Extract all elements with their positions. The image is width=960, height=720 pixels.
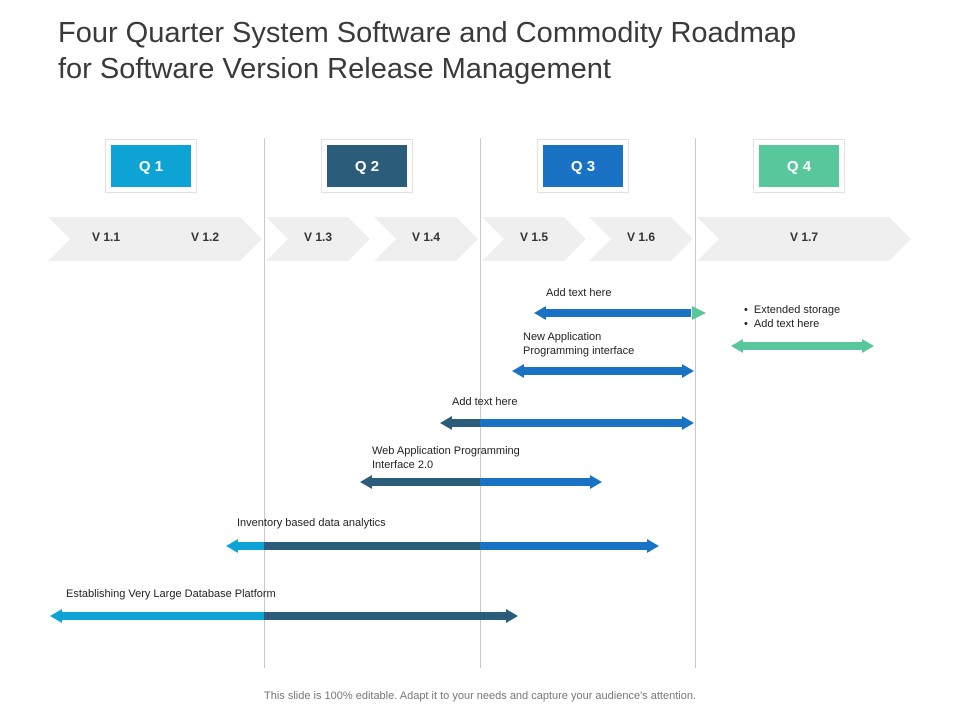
task-arrow xyxy=(360,475,602,489)
task-label: Inventory based data analytics xyxy=(237,517,386,529)
version-label-v1-5: V 1.5 xyxy=(519,230,549,244)
q4-note-item: Extended storage xyxy=(744,303,840,317)
version-label-v1-1: V 1.1 xyxy=(91,230,121,244)
task-label-line: Web Application Programming xyxy=(372,445,520,457)
task-arrow xyxy=(440,416,694,430)
task-label: Establishing Very Large Database Platfor… xyxy=(66,588,276,600)
footer-note: This slide is 100% editable. Adapt it to… xyxy=(264,690,696,702)
task-label: Add text here xyxy=(452,396,518,408)
quarter-header-q3: Q 3 xyxy=(537,139,629,193)
quarter-label: Q 1 xyxy=(111,145,191,187)
quarter-header-q2: Q 2 xyxy=(321,139,413,193)
version-chevron xyxy=(374,217,478,261)
version-label-v1-2: V 1.2 xyxy=(190,230,220,244)
version-label-v1-6: V 1.6 xyxy=(626,230,656,244)
q4-note-item: Add text here xyxy=(744,317,840,331)
version-chevron xyxy=(266,217,370,261)
version-chevron xyxy=(48,217,262,261)
quarter-divider xyxy=(480,138,481,668)
task-arrow xyxy=(50,609,518,623)
quarter-header-q4: Q 4 xyxy=(753,139,845,193)
quarter-label: Q 2 xyxy=(327,145,407,187)
task-arrow xyxy=(534,306,706,320)
task-label: New Application Programming interface xyxy=(523,330,634,358)
version-label-v1-3: V 1.3 xyxy=(303,230,333,244)
title-line-1: Four Quarter System Software and Commodi… xyxy=(58,17,797,49)
task-label: Add text here xyxy=(546,287,612,299)
task-label-line: New Application xyxy=(523,331,602,343)
quarter-header-q1: Q 1 xyxy=(105,139,197,193)
quarter-divider xyxy=(695,138,696,668)
version-chevron xyxy=(589,217,693,261)
task-label-line: Programming interface xyxy=(523,345,635,357)
version-chevron xyxy=(697,217,911,261)
task-arrow xyxy=(731,339,874,353)
q4-notes-list: Extended storage Add text here xyxy=(744,303,840,331)
version-label-v1-4: V 1.4 xyxy=(411,230,441,244)
task-label: Web Application Programming Interface 2.… xyxy=(372,444,520,472)
version-label-v1-7: V 1.7 xyxy=(789,230,819,244)
task-arrow xyxy=(512,364,694,378)
quarter-label: Q 3 xyxy=(543,145,623,187)
task-label-line: Interface 2.0 xyxy=(372,459,434,471)
slide-title: Four Quarter System Software and Commodi… xyxy=(58,15,918,87)
title-line-2: for Software Version Release Management xyxy=(58,53,611,85)
quarter-label: Q 4 xyxy=(759,145,839,187)
task-arrow xyxy=(226,539,659,553)
quarter-divider xyxy=(264,138,265,668)
version-chevron xyxy=(482,217,586,261)
